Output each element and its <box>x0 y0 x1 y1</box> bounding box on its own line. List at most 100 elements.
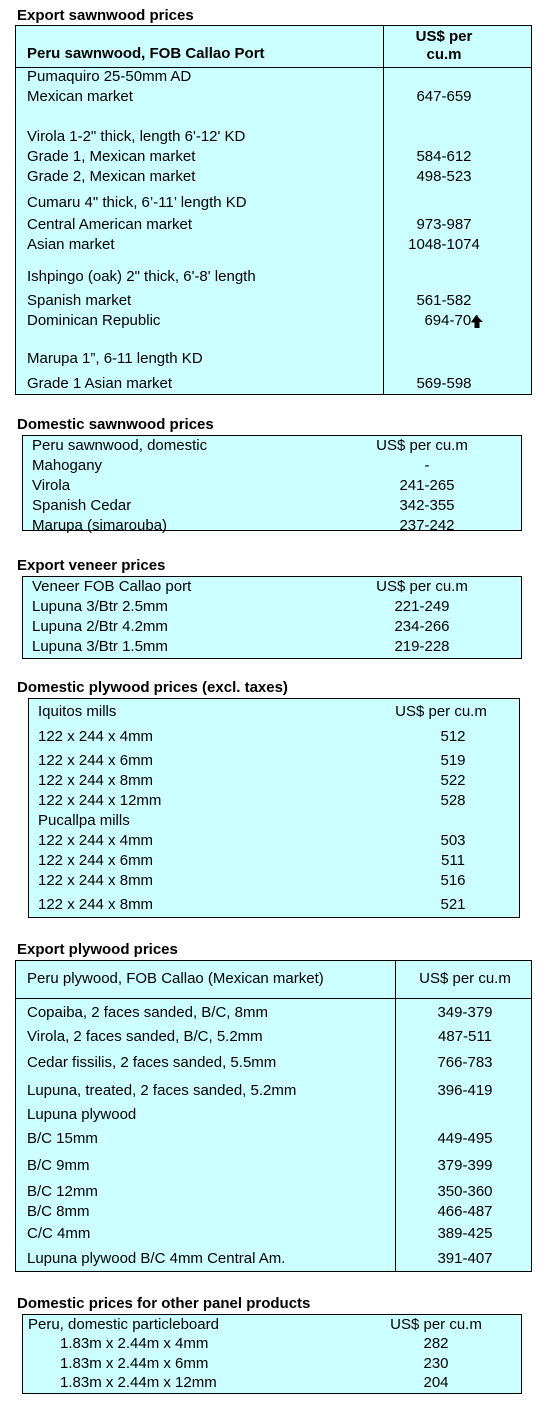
column-divider <box>395 960 396 1272</box>
row-value: 511 <box>441 852 465 869</box>
header-cell: Peru sawnwood, FOB Callao Port <box>27 45 265 62</box>
row-value: 230 <box>423 1355 449 1372</box>
section-title: Export veneer prices <box>17 557 166 574</box>
row-label: 122 x 244 x 8mm <box>38 896 154 913</box>
row-label: Mexican market <box>27 88 133 105</box>
row-label: Lupuna, treated, 2 faces sanded, 5.2mm <box>27 1082 297 1099</box>
row-label: Spanish market <box>27 292 132 309</box>
row-label: Virola <box>32 477 71 494</box>
header-cell: Iquitos mills <box>38 703 117 720</box>
column-divider <box>383 25 384 395</box>
row-value: 569-598 <box>416 375 472 392</box>
row-value: 449-495 <box>437 1130 493 1147</box>
row-label: Ishpingo (oak) 2" thick, 6'-8' length <box>27 268 256 285</box>
row-label: Marupa (simarouba) <box>32 517 168 534</box>
section-title: Export plywood prices <box>17 941 178 958</box>
row-value: 521 <box>440 896 466 913</box>
row-label: Copaiba, 2 faces sanded, B/C, 8mm <box>27 1004 268 1021</box>
row-label: Virola, 2 faces sanded, B/C, 5.2mm <box>27 1028 263 1045</box>
row-label: Lupuna 3/Btr 1.5mm <box>32 638 168 655</box>
table-box <box>28 698 520 918</box>
header-cell: Peru plywood, FOB Callao (Mexican market… <box>27 970 324 987</box>
header-cell: US$ per cu.m <box>376 578 468 595</box>
row-value: 342-355 <box>399 497 455 514</box>
trend-up-arrow <box>471 315 483 328</box>
row-value: - <box>424 457 430 474</box>
row-label: 122 x 244 x 8mm <box>38 872 154 889</box>
row-label: Grade 2, Mexican market <box>27 168 196 185</box>
row-value: 219-228 <box>394 638 450 655</box>
row-label: B/C 8mm <box>27 1203 90 1220</box>
arrow-icon <box>471 316 483 328</box>
row-label: 1.83m x 2.44m x 12mm <box>60 1374 217 1391</box>
row-value: 584-612 <box>416 148 472 165</box>
row-value: 694-704 <box>424 312 480 329</box>
header-divider <box>15 67 532 68</box>
row-value: 282 <box>423 1335 449 1352</box>
row-value: 512 <box>440 728 466 745</box>
table-box <box>15 25 532 395</box>
row-value: 647-659 <box>416 88 472 105</box>
header-cell: US$ per cu.m <box>376 437 468 454</box>
header-cell: US$ per cu.m <box>419 970 511 987</box>
table-box <box>22 435 522 531</box>
header-cell: US$ per cu.m <box>415 28 473 63</box>
row-label: 122 x 244 x 6mm <box>38 852 154 869</box>
row-label: B/C 9mm <box>27 1157 90 1174</box>
row-value: 350-360 <box>437 1183 493 1200</box>
row-label: Dominican Republic <box>27 312 161 329</box>
row-label: Asian market <box>27 236 115 253</box>
row-label: Lupuna 3/Btr 2.5mm <box>32 598 168 615</box>
row-label: Pumaquiro 25-50mm AD <box>27 68 192 85</box>
row-label: B/C 12mm <box>27 1183 98 1200</box>
table-box <box>15 960 532 1272</box>
section-title: Export sawnwood prices <box>17 7 194 24</box>
row-label: Virola 1-2" thick, length 6'-12' KD <box>27 128 246 145</box>
row-label: B/C 15mm <box>27 1130 98 1147</box>
row-label: Spanish Cedar <box>32 497 132 514</box>
header-cell: Peru sawnwood, domestic <box>32 437 208 454</box>
header-cell: Veneer FOB Callao port <box>32 578 192 595</box>
header-cell: US$ per cu.m <box>390 1316 482 1333</box>
row-label: C/C 4mm <box>27 1225 91 1242</box>
row-value: 766-783 <box>437 1054 493 1071</box>
row-value: 221-249 <box>394 598 450 615</box>
row-label: Central American market <box>27 216 193 233</box>
row-value: 379-399 <box>437 1157 493 1174</box>
row-value: 466-487 <box>437 1203 493 1220</box>
row-label: 122 x 244 x 6mm <box>38 752 154 769</box>
table-box <box>22 1314 522 1394</box>
row-label: Grade 1, Mexican market <box>27 148 196 165</box>
row-value: 234-266 <box>394 618 450 635</box>
row-label: Lupuna plywood B/C 4mm Central Am. <box>27 1250 286 1267</box>
header-cell: US$ per cu.m <box>395 703 487 720</box>
row-label: Cumaru 4" thick, 6’-11’ length KD <box>27 194 247 211</box>
row-value: 241-265 <box>399 477 455 494</box>
row-value: 522 <box>440 772 466 789</box>
row-label: 122 x 244 x 12mm <box>38 792 162 809</box>
row-value: 561-582 <box>416 292 472 309</box>
row-value: 973-987 <box>416 216 472 233</box>
row-value: 237-242 <box>399 517 455 534</box>
table-box <box>22 576 522 659</box>
row-label: Cedar fissilis, 2 faces sanded, 5.5mm <box>27 1054 277 1071</box>
row-label: Lupuna 2/Btr 4.2mm <box>32 618 168 635</box>
section-title: Domestic plywood prices (excl. taxes) <box>17 679 288 696</box>
row-value: 349-379 <box>437 1004 493 1021</box>
row-value: 498-523 <box>416 168 472 185</box>
row-value: 487-511 <box>438 1028 492 1045</box>
row-label: Pucallpa mills <box>38 812 130 829</box>
row-label: Mahogany <box>32 457 103 474</box>
row-label: 122 x 244 x 8mm <box>38 772 154 789</box>
row-label: Marupa 1”, 6-11 length KD <box>27 350 203 367</box>
row-label: 122 x 244 x 4mm <box>38 728 154 745</box>
header-cell: Peru, domestic particleboard <box>28 1316 219 1333</box>
row-label: 1.83m x 2.44m x 4mm <box>60 1335 209 1352</box>
row-label: Lupuna plywood <box>27 1106 137 1123</box>
row-value: 396-419 <box>437 1082 493 1099</box>
header-divider <box>15 998 532 999</box>
row-value: 528 <box>440 792 466 809</box>
row-value: 1048-1074 <box>408 236 480 253</box>
row-value: 503 <box>440 832 466 849</box>
row-value: 516 <box>440 872 466 889</box>
